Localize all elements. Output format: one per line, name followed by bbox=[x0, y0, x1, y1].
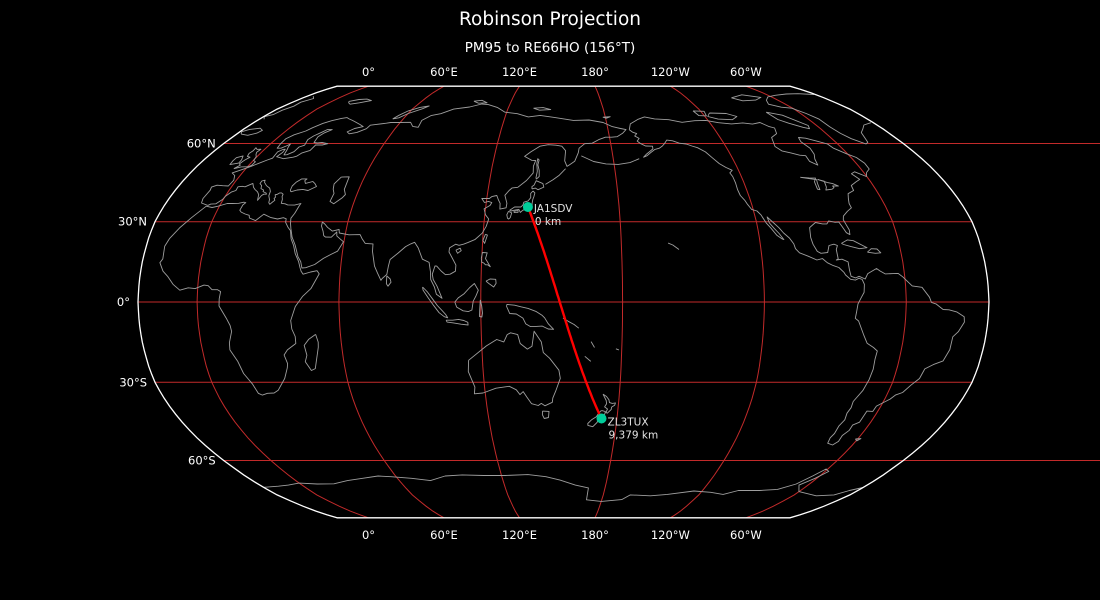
map-boundary bbox=[137, 85, 990, 519]
coastline-hainan bbox=[455, 247, 462, 254]
coastline-iceland bbox=[240, 127, 263, 136]
lon-tick-top-180deg: 180° bbox=[581, 65, 609, 79]
coastline-new_caledonia bbox=[584, 355, 592, 362]
lat-tick-60degS: 60°S bbox=[188, 454, 216, 468]
coastline-new_siberian bbox=[533, 107, 552, 111]
coastline-mindanao bbox=[485, 278, 497, 288]
origin-marker bbox=[522, 202, 533, 212]
coastline-novaya_zemlya bbox=[392, 105, 430, 120]
lat-tick-30degS: 30°S bbox=[119, 375, 147, 389]
coastline-nz_north bbox=[602, 393, 616, 414]
coastline-africa bbox=[159, 201, 320, 396]
coastline-aleutians bbox=[581, 155, 640, 165]
lon-tick-top-60degE: 60°E bbox=[430, 65, 458, 79]
map-subtitle: PM95 to RE66HO (156°T) bbox=[464, 40, 636, 56]
coastline-ellesmere bbox=[731, 94, 762, 102]
lon-tick-bottom-180deg: 180° bbox=[581, 528, 609, 542]
lon-tick-top-120degE: 120°E bbox=[502, 65, 537, 79]
coastline-shikoku bbox=[513, 210, 519, 214]
coastline-madagascar bbox=[303, 334, 319, 371]
destination-distance-label: 9,379 km bbox=[609, 430, 659, 442]
coastline-kyushu bbox=[506, 210, 513, 220]
coastline-luzon bbox=[480, 252, 491, 268]
coastline-sumatra bbox=[422, 286, 449, 319]
coastline-borneo bbox=[454, 283, 479, 313]
coastline-falklands bbox=[855, 438, 862, 442]
destination-callsign-label: ZL3TUX bbox=[608, 417, 649, 429]
coastline-sulawesi bbox=[479, 299, 483, 318]
destination-marker bbox=[596, 413, 607, 424]
coastline-australia bbox=[467, 330, 561, 407]
coastline-hokkaido bbox=[531, 180, 545, 191]
coastline-baffin bbox=[765, 111, 810, 130]
lon-tick-bottom-60degW: 60°W bbox=[730, 528, 762, 542]
coastline-uk bbox=[233, 147, 262, 170]
coastline-new_guinea bbox=[506, 303, 555, 330]
coastline-taiwan bbox=[482, 233, 488, 244]
coastline-svalbard bbox=[348, 98, 372, 105]
lon-tick-top-60degW: 60°W bbox=[730, 65, 762, 79]
coastline-eurasia bbox=[201, 103, 627, 299]
coastline-antarctica bbox=[263, 468, 863, 502]
lat-tick-30degN: 30°N bbox=[118, 215, 147, 229]
lon-tick-top-0deg: 0° bbox=[362, 65, 375, 79]
lat-tick-0deg: 0° bbox=[117, 295, 130, 309]
coastline-severnaya_zemlya bbox=[473, 99, 488, 104]
coastline-banks bbox=[692, 110, 707, 117]
coastline-ireland bbox=[229, 155, 244, 166]
lon-tick-bottom-0deg: 0° bbox=[362, 528, 375, 542]
coastline-hispaniola bbox=[867, 248, 882, 254]
coastline-wrangel bbox=[602, 116, 611, 119]
coastline-black_sea bbox=[289, 178, 317, 193]
coastline-fiji bbox=[615, 348, 620, 351]
map-title: Robinson Projection bbox=[459, 9, 641, 30]
origin-callsign-label: JA1SDV bbox=[533, 203, 573, 215]
great-circle-path bbox=[526, 205, 603, 420]
coastline-greenland bbox=[263, 93, 872, 145]
coastline-japan_honshu bbox=[509, 190, 536, 213]
coastline-sri_lanka bbox=[385, 275, 392, 287]
coastline-nz_south bbox=[587, 410, 606, 428]
origin-distance-label: 0 km bbox=[535, 216, 561, 228]
coastline-americas bbox=[628, 116, 965, 446]
coastline-sakhalin bbox=[535, 158, 540, 180]
coastline-tasmania bbox=[541, 410, 550, 419]
coastline-lakes_west bbox=[800, 176, 821, 191]
coastline-cuba bbox=[841, 239, 868, 250]
coastline-lakes_east bbox=[817, 178, 839, 191]
coastline-kuril bbox=[545, 168, 566, 185]
lon-tick-top-120degW: 120°W bbox=[651, 65, 690, 79]
lon-tick-bottom-120degW: 120°W bbox=[651, 528, 690, 542]
lon-tick-bottom-120degE: 120°E bbox=[502, 528, 537, 542]
coastline-victoria bbox=[707, 112, 738, 121]
coastline-vanuatu bbox=[590, 341, 595, 348]
lon-tick-bottom-60degE: 60°E bbox=[430, 528, 458, 542]
coastline-hawaii bbox=[667, 242, 680, 250]
coastline-caspian bbox=[329, 176, 350, 205]
lat-tick-60degN: 60°N bbox=[187, 137, 216, 151]
coastline-java bbox=[445, 318, 469, 326]
